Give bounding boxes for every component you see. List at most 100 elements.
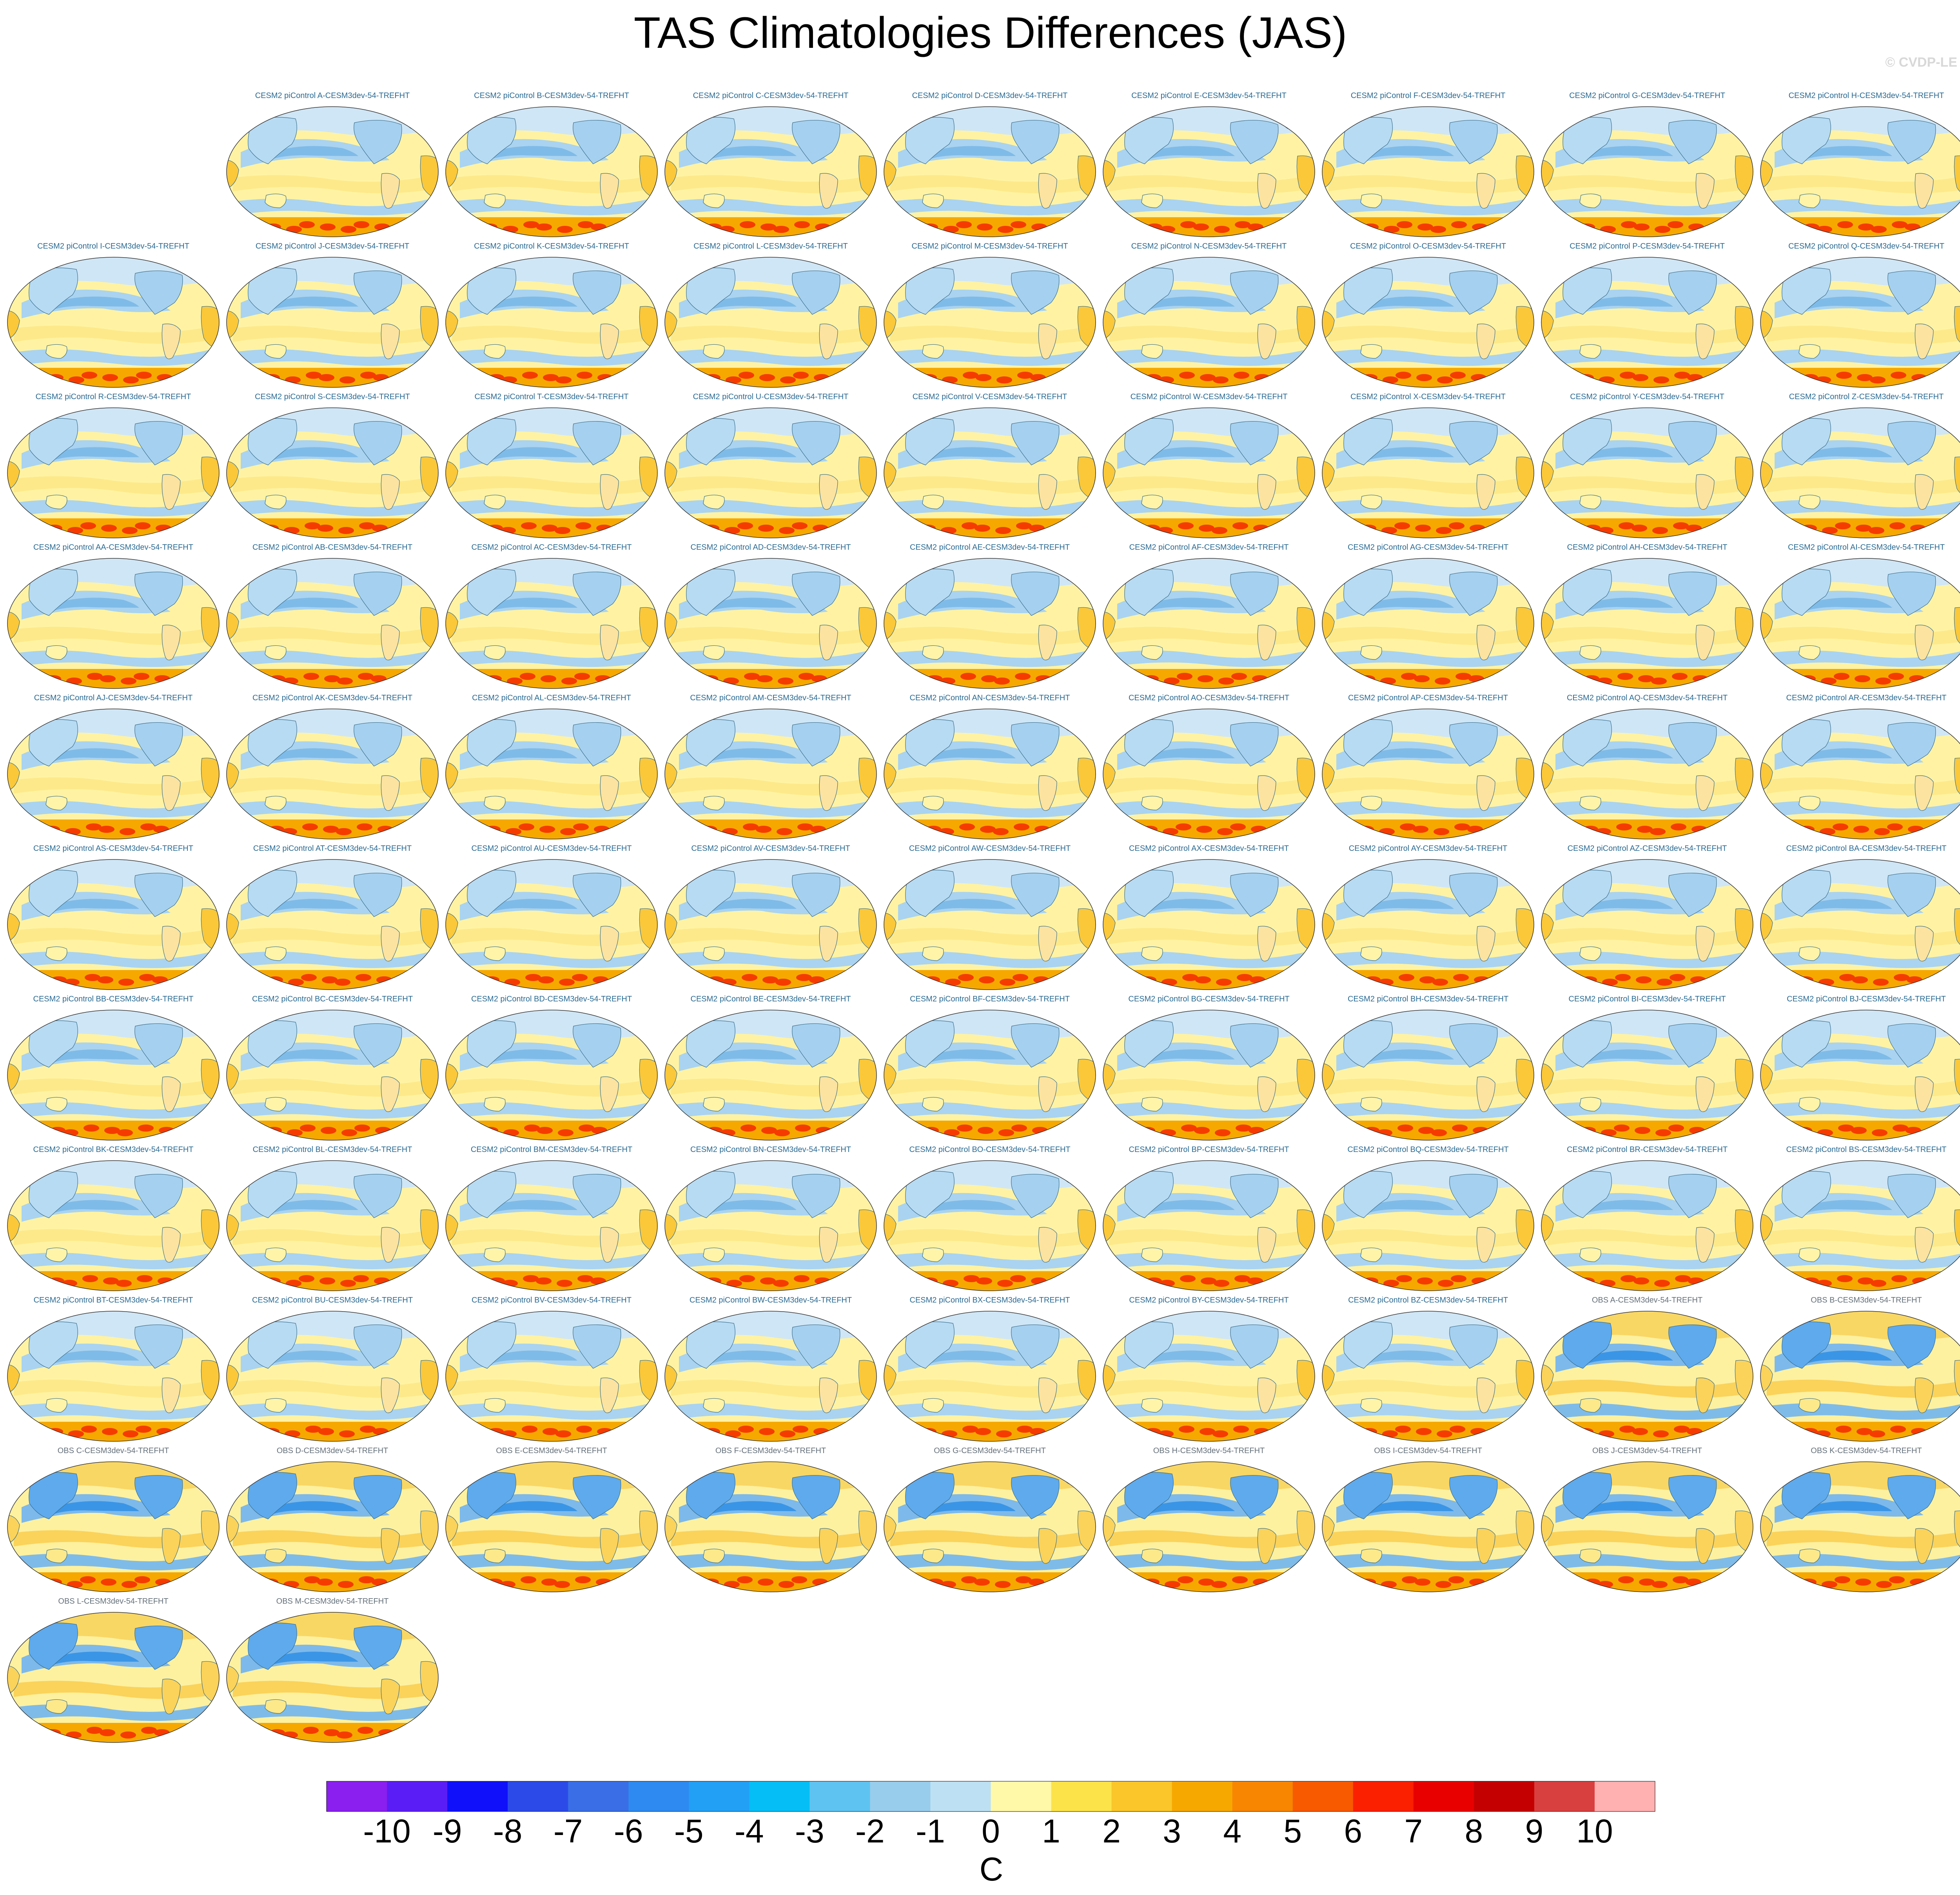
colorbar-tick-label: 8 [1465,1813,1483,1850]
map-panel: CESM2 piControl AS-CESM3dev-54-TREFHT [6,842,221,991]
panel-title: OBS M-CESM3dev-54-TREFHT [276,1597,389,1606]
map-panel: CESM2 piControl AT-CESM3dev-54-TREFHT [225,842,440,991]
map-plot [1322,709,1534,839]
map-plot [7,709,220,839]
panel-title: CESM2 piControl Q-CESM3dev-54-TREFHT [1788,242,1944,251]
colorbar-tick-label: 3 [1163,1813,1181,1850]
colorbar-tick-label: -2 [855,1813,885,1850]
map-plot [664,257,877,388]
panel-title: OBS A-CESM3dev-54-TREFHT [1592,1296,1703,1305]
map-plot [884,1461,1096,1592]
colorbar-tick-label: -9 [432,1813,462,1850]
colorbar-tick-label: -3 [795,1813,824,1850]
panel-title: CESM2 piControl BE-CESM3dev-54-TREFHT [690,995,851,1003]
map-panel: CESM2 piControl C-CESM3dev-54-TREFHT [663,89,878,238]
map-panel: CESM2 piControl T-CESM3dev-54-TREFHT [444,391,659,540]
map-plot [7,558,220,689]
map-plot [226,859,439,990]
map-panel: OBS L-CESM3dev-54-TREFHT [6,1595,221,1744]
map-plot [7,407,220,538]
map-plot [884,1311,1096,1442]
map-plot [884,709,1096,839]
map-plot [7,1010,220,1141]
colorbar-tick-label: -8 [493,1813,523,1850]
panel-title: CESM2 piControl D-CESM3dev-54-TREFHT [912,91,1068,100]
map-panel: CESM2 piControl AC-CESM3dev-54-TREFHT [444,541,659,690]
panel-title: CESM2 piControl U-CESM3dev-54-TREFHT [693,392,849,401]
colorbar-tick-label: -10 [363,1813,411,1850]
map-plot [1103,1311,1315,1442]
map-plot [664,558,877,689]
panel-title: CESM2 piControl AJ-CESM3dev-54-TREFHT [34,694,193,702]
panel-title: CESM2 piControl AS-CESM3dev-54-TREFHT [33,844,193,853]
map-panel: CESM2 piControl AJ-CESM3dev-54-TREFHT [6,692,221,841]
map-panel: CESM2 piControl L-CESM3dev-54-TREFHT [663,240,878,389]
colorbar-tick-label: 10 [1576,1813,1613,1850]
panel-title: CESM2 piControl BI-CESM3dev-54-TREFHT [1568,995,1726,1003]
colorbar-swatch [1594,1781,1655,1811]
map-panel: CESM2 piControl Q-CESM3dev-54-TREFHT [1759,240,1960,389]
map-plot [445,1311,658,1442]
colorbar-swatch [1413,1781,1474,1811]
map-plot [1541,1010,1753,1141]
map-panel: CESM2 piControl F-CESM3dev-54-TREFHT [1321,89,1535,238]
map-plot [1760,1010,1960,1141]
map-plot [226,1160,439,1291]
map-plot [1103,1010,1315,1141]
map-plot [664,1160,877,1291]
panel-title: CESM2 piControl E-CESM3dev-54-TREFHT [1131,91,1287,100]
map-panel: CESM2 piControl M-CESM3dev-54-TREFHT [882,240,1097,389]
map-plot [1103,558,1315,689]
map-plot [1541,257,1753,388]
map-panel: CESM2 piControl BV-CESM3dev-54-TREFHT [444,1294,659,1443]
panel-title: CESM2 piControl BH-CESM3dev-54-TREFHT [1347,995,1509,1003]
panel-title: CESM2 piControl I-CESM3dev-54-TREFHT [37,242,189,251]
map-plot [1760,1311,1960,1442]
map-panel: CESM2 piControl K-CESM3dev-54-TREFHT [444,240,659,389]
map-panel: OBS F-CESM3dev-54-TREFHT [663,1444,878,1593]
map-panel: CESM2 piControl BL-CESM3dev-54-TREFHT [225,1143,440,1292]
map-panel: CESM2 piControl BH-CESM3dev-54-TREFHT [1321,993,1535,1142]
colorbar-swatch [327,1781,387,1811]
map-plot [1541,407,1753,538]
map-plot [884,1160,1096,1291]
colorbar-tick-label: -4 [734,1813,764,1850]
panel-title: CESM2 piControl BT-CESM3dev-54-TREFHT [33,1296,193,1305]
map-panel: OBS A-CESM3dev-54-TREFHT [1540,1294,1755,1443]
panel-title: CESM2 piControl AB-CESM3dev-54-TREFHT [252,543,412,552]
map-panel: CESM2 piControl BW-CESM3dev-54-TREFHT [663,1294,878,1443]
colorbar-tick-label: 4 [1223,1813,1242,1850]
map-plot [445,859,658,990]
map-panel: CESM2 piControl B-CESM3dev-54-TREFHT [444,89,659,238]
map-panel: CESM2 piControl AE-CESM3dev-54-TREFHT [882,541,1097,690]
map-panel: CESM2 piControl BX-CESM3dev-54-TREFHT [882,1294,1097,1443]
map-plot [1103,1160,1315,1291]
map-plot [226,709,439,839]
map-panel: CESM2 piControl BU-CESM3dev-54-TREFHT [225,1294,440,1443]
map-panel: CESM2 piControl BZ-CESM3dev-54-TREFHT [1321,1294,1535,1443]
panel-title: CESM2 piControl M-CESM3dev-54-TREFHT [911,242,1068,251]
map-panel: CESM2 piControl AN-CESM3dev-54-TREFHT [882,692,1097,841]
colorbar-swatch [1353,1781,1414,1811]
panel-title: CESM2 piControl BV-CESM3dev-54-TREFHT [472,1296,632,1305]
map-panel: CESM2 piControl R-CESM3dev-54-TREFHT [6,391,221,540]
map-panel: CESM2 piControl AP-CESM3dev-54-TREFHT [1321,692,1535,841]
map-plot [1541,1311,1753,1442]
panel-title: CESM2 piControl BO-CESM3dev-54-TREFHT [909,1145,1071,1154]
colorbar-tick-label: -7 [553,1813,583,1850]
colorbar-tick-label: 7 [1404,1813,1423,1850]
map-plot [1541,106,1753,237]
colorbar-swatch [1474,1781,1535,1811]
map-plot [1541,1160,1753,1291]
panel-title: CESM2 piControl V-CESM3dev-54-TREFHT [912,392,1067,401]
map-panel: CESM2 piControl BE-CESM3dev-54-TREFHT [663,993,878,1142]
panel-title: CESM2 piControl AP-CESM3dev-54-TREFHT [1348,694,1508,702]
map-panel: CESM2 piControl W-CESM3dev-54-TREFHT [1102,391,1316,540]
map-panel: CESM2 piControl I-CESM3dev-54-TREFHT [6,240,221,389]
map-plot [1322,106,1534,237]
map-plot [445,407,658,538]
panel-title: CESM2 piControl BM-CESM3dev-54-TREFHT [470,1145,633,1154]
map-plot [1541,558,1753,689]
map-panel: CESM2 piControl AB-CESM3dev-54-TREFHT [225,541,440,690]
